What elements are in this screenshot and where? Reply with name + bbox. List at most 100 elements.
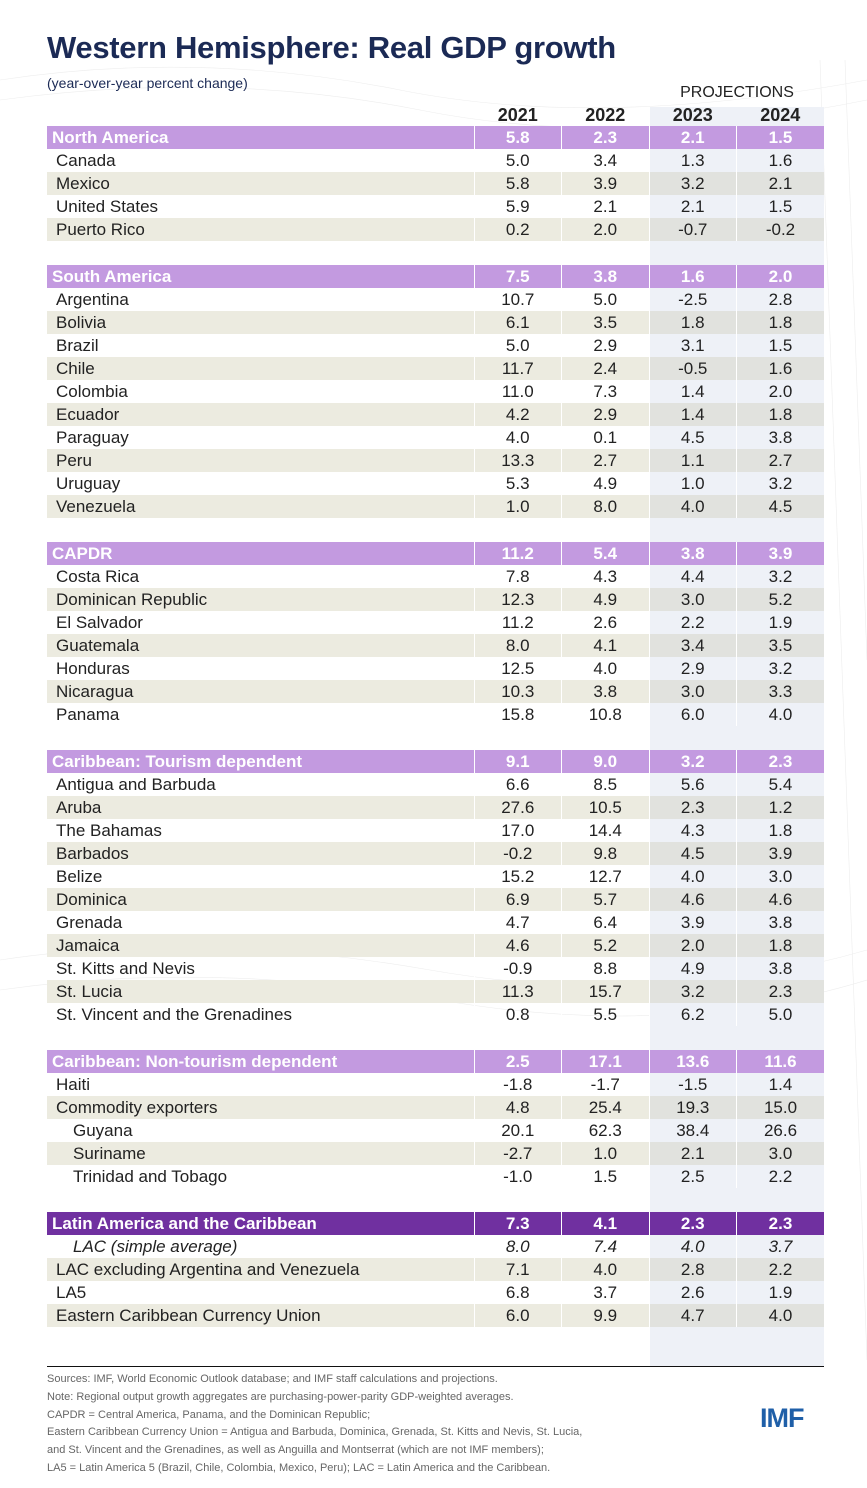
group-value: 5.8 [473,126,562,149]
cell-value: 12.3 [473,588,562,611]
cell-value: 12.7 [561,865,649,888]
gdp-table: 2021 2022 2023 2024 North America 5.8 2.3 2… [47,104,824,1327]
cell-value: 6.8 [473,1281,562,1304]
row-label: Guatemala [47,634,474,657]
group-value: 3.2 [648,750,737,773]
table-row: Aruba 27.6 10.5 2.3 1.2 [47,796,824,819]
cell-value: 2.0 [648,934,737,957]
cell-value: 3.0 [648,680,737,703]
year-header-row: 2021 2022 2023 2024 [47,104,824,126]
cell-value: 1.6 [736,357,824,380]
group-value: 11.6 [736,1050,824,1073]
cell-value: 1.8 [736,934,824,957]
cell-value: 3.7 [561,1281,649,1304]
cell-value: 3.4 [648,634,737,657]
table-row: LA5 6.8 3.7 2.6 1.9 [47,1281,824,1304]
row-label: Bolivia [47,311,474,334]
cell-value: 3.2 [736,472,824,495]
table-row: El Salvador 11.2 2.6 2.2 1.9 [47,611,824,634]
cell-value: 4.6 [648,888,737,911]
cell-value: 15.8 [473,703,562,726]
spacer-row [47,1026,824,1050]
cell-value: -0.5 [648,357,737,380]
table-row: St. Vincent and the Grenadines 0.8 5.5 6.2 5… [47,1003,824,1026]
cell-value: 8.8 [561,957,649,980]
cell-value: 17.0 [473,819,562,842]
cell-value: 1.9 [736,611,824,634]
table-row: Colombia 11.0 7.3 1.4 2.0 [47,380,824,403]
group-value: 3.9 [736,542,824,565]
group-name: Caribbean: Non-tourism dependent [47,1050,474,1073]
row-label: Haiti [56,1074,91,1094]
row-label: Trinidad and Tobago [73,1166,228,1186]
cell-value: 4.5 [736,495,824,518]
cell-value: -0.2 [736,218,824,241]
group-name: South America [47,265,474,288]
cell-value: 3.8 [736,426,824,449]
cell-value: 8.0 [561,495,649,518]
row-label: Puerto Rico [47,218,474,241]
cell-value: 4.0 [473,426,562,449]
cell-value: 6.1 [473,311,562,334]
spacer-row [47,241,824,265]
cell-value: 1.4 [736,1073,824,1096]
cell-value: 4.2 [473,403,562,426]
cell-value: -1.5 [648,1073,737,1096]
table-row: Mexico 5.8 3.9 3.2 2.1 [47,172,824,195]
note-line: LA5 = Latin America 5 (Brazil, Chile, Co… [47,1461,551,1474]
cell-value: 1.3 [648,149,737,172]
cell-value: 6.9 [473,888,562,911]
group-name: Caribbean: Tourism dependent [47,750,474,773]
cell-value: 4.5 [648,842,737,865]
cell-value: 3.8 [736,957,824,980]
table-row: Belize 15.2 12.7 4.0 3.0 [47,865,824,888]
cell-value: 2.7 [736,449,824,472]
cell-value: 3.3 [736,680,824,703]
cell-value: 20.1 [473,1119,562,1142]
cell-value: 5.5 [561,1003,649,1026]
row-label: Dominica [47,888,474,911]
cell-value: 0.2 [473,218,562,241]
table-row: Ecuador 4.2 2.9 1.4 1.8 [47,403,824,426]
table-row: United States 5.9 2.1 2.1 1.5 [47,195,824,218]
cell-value: 11.2 [473,611,562,634]
cell-value: 38.4 [648,1119,737,1142]
row-label: Aruba [47,796,474,819]
row-label: Antigua and Barbuda [56,774,216,794]
group-value: 3.8 [648,542,737,565]
table-row: The Bahamas 17.0 14.4 4.3 1.8 [47,819,824,842]
row-label: Peru [47,449,474,472]
cell-value: 4.0 [561,1258,649,1281]
row-label: Eastern Caribbean Currency Union [47,1304,474,1327]
group-value: 7.3 [473,1212,562,1235]
cell-value: 1.2 [736,796,824,819]
cell-value: -0.2 [473,842,562,865]
cell-value: 0.1 [561,426,649,449]
cell-value: 2.2 [648,611,737,634]
group-header-row: Caribbean: Tourism dependent 9.1 9.0 3.2 2.3 [47,750,824,773]
table-row: Argentina 10.7 5.0 -2.5 2.8 [47,288,824,311]
cell-value: 4.9 [561,588,649,611]
cell-value: 5.4 [736,773,824,796]
row-label: Uruguay [56,473,121,493]
cell-value: 3.5 [561,311,649,334]
table-row: Paraguay 4.0 0.1 4.5 3.8 [47,426,824,449]
cell-value: 15.2 [473,865,562,888]
cell-value: 2.1 [561,195,649,218]
cell-value: 4.0 [648,865,737,888]
cell-value: 1.4 [648,403,737,426]
table-row: Jamaica 4.6 5.2 2.0 1.8 [47,934,824,957]
note-line: Sources: IMF, World Economic Outlook dat… [47,1373,498,1385]
cell-value: 5.0 [473,149,562,172]
cell-value: 3.0 [736,1142,824,1165]
table-row: Guatemala 8.0 4.1 3.4 3.5 [47,634,824,657]
note-line: and St. Vincent and the Grenadines, as w… [47,1444,544,1457]
cell-value: 5.0 [473,334,562,357]
cell-value: 2.2 [736,1258,824,1281]
table-row: Haiti -1.8 -1.7 -1.5 1.4 [47,1073,824,1096]
group-name: North America [47,126,474,149]
group-value: 2.0 [736,265,824,288]
group-header-row: North America 5.8 2.3 2.1 1.5 [47,126,824,149]
cell-value: 8.5 [561,773,649,796]
